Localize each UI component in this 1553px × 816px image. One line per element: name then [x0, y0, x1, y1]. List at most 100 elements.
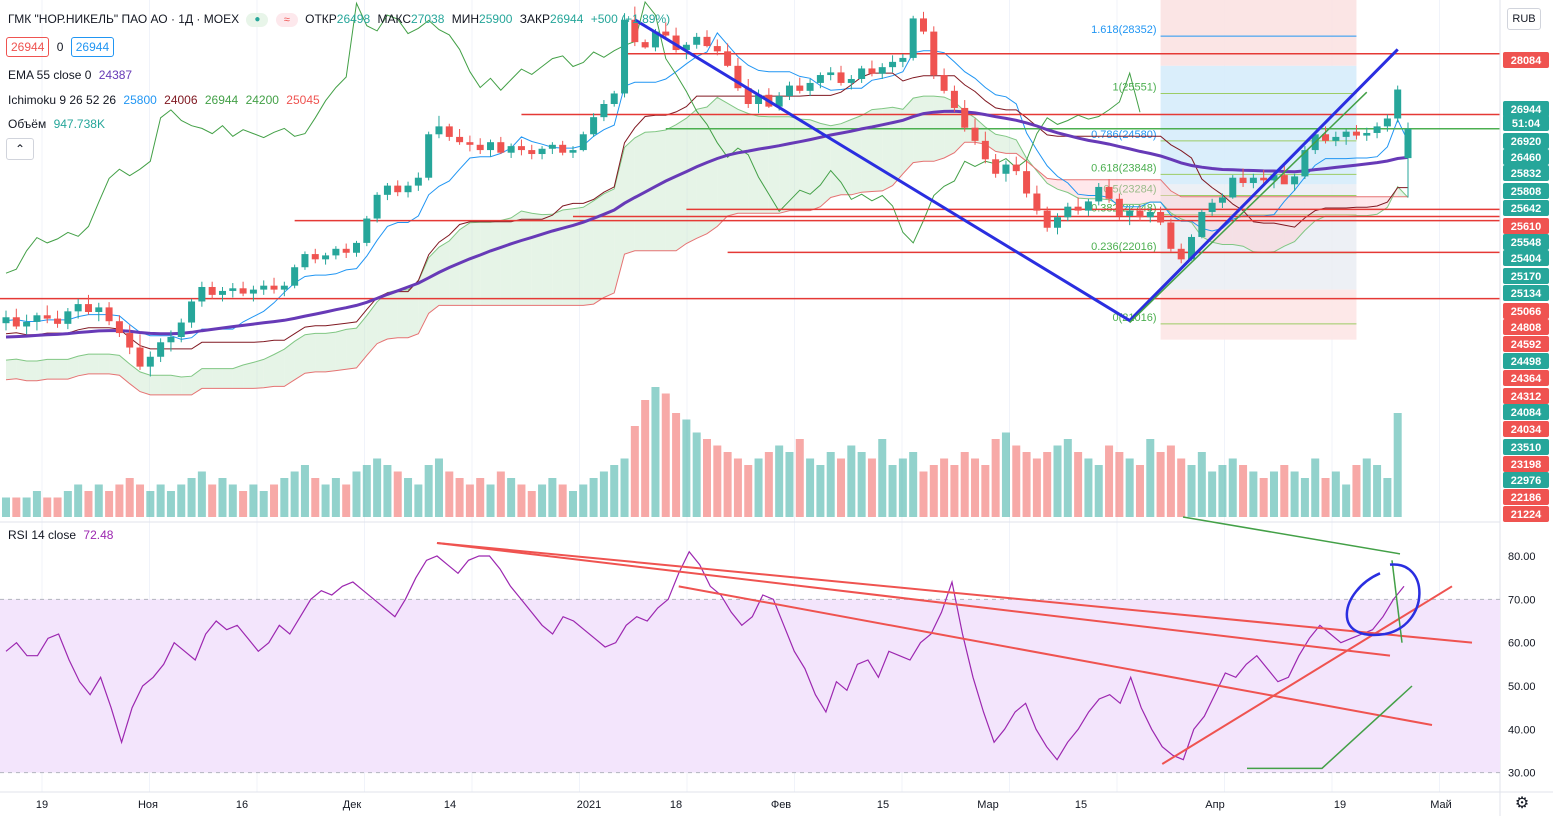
candle-body: [425, 134, 433, 178]
candle-body: [1229, 177, 1237, 198]
candle-body: [1033, 193, 1041, 211]
candle-body: [734, 65, 742, 89]
volume-bar: [496, 471, 505, 517]
candle-body: [466, 142, 474, 145]
candle-body: [899, 57, 907, 62]
rsi-trend-lines: [436, 516, 1473, 770]
cloud-segment: [129, 364, 141, 392]
trend-v-line: [634, 18, 1399, 323]
volume-bar: [311, 478, 320, 517]
cloud-segment: [603, 188, 615, 298]
candle-body: [445, 126, 453, 137]
ema-legend[interactable]: EMA 55 close 0 24387: [8, 68, 136, 82]
price-label-bg: [1503, 303, 1549, 319]
sell-button[interactable]: 26944: [6, 37, 50, 57]
volume-bar: [527, 491, 536, 517]
volume-bar: [1146, 439, 1155, 517]
candle-body: [1208, 202, 1216, 212]
candle-body: [909, 18, 917, 58]
price-label-bg: [1503, 200, 1549, 216]
ichimoku-legend[interactable]: Ichimoku 9 26 52 26 25800 24006 26944 24…: [8, 93, 324, 107]
candle-body: [43, 315, 51, 319]
cloud-segment: [1253, 196, 1264, 253]
cloud-segment: [552, 209, 563, 306]
cloud-segment: [531, 213, 543, 306]
price-label: 25548: [1511, 237, 1542, 249]
price-label: 24808: [1511, 322, 1542, 334]
cloud-segment: [181, 376, 192, 395]
price-label: 25170: [1511, 271, 1542, 283]
volume-bar: [630, 426, 639, 517]
candle-body: [961, 107, 969, 128]
rsi-trend-line: [678, 585, 1433, 726]
change-value: +500 (+1.89%): [590, 12, 671, 26]
candle-body: [1054, 217, 1061, 228]
candle-body: [249, 289, 257, 294]
volume-bar: [1269, 471, 1278, 517]
candle-body: [198, 286, 206, 302]
candle-body: [208, 286, 216, 295]
candle-body: [1126, 210, 1134, 216]
volume-bar: [1105, 445, 1114, 517]
volume-bar: [63, 491, 72, 517]
candle-body: [1383, 118, 1391, 127]
cloud-segment: [191, 368, 202, 395]
volume-bar: [806, 458, 815, 517]
volume-bar: [517, 484, 526, 517]
fib-level-label: 0.786(24580): [1091, 129, 1156, 141]
ichimoku-kijun-value: 24006: [164, 93, 198, 107]
cloud-segment: [438, 240, 450, 306]
cloud-segment: [459, 222, 470, 306]
price-scale[interactable]: 28084 26944 51:04 26920 26460 25832 25808 25642…: [1503, 52, 1549, 522]
horizontal-levels: [0, 52, 1500, 300]
candle-body: [507, 146, 515, 153]
candle-body: [878, 67, 886, 74]
time-tick-label: 14: [444, 799, 456, 811]
cloud-segment: [366, 301, 378, 356]
symbol-title[interactable]: ГМК "НОР.НИКЕЛЬ" ПАО АО · 1Д · MOEX: [8, 12, 240, 26]
collapse-legend-button[interactable]: ⌃: [6, 138, 34, 160]
candle-body: [146, 356, 154, 367]
candle-body: [373, 194, 381, 219]
volume-bar: [2, 497, 10, 517]
trend-channel-line: [1129, 91, 1368, 324]
price-label: 26460: [1511, 152, 1542, 164]
volume-bar: [1166, 445, 1175, 517]
candle-body: [1188, 236, 1196, 260]
currency-button[interactable]: RUB: [1507, 8, 1541, 30]
candle-body: [621, 19, 629, 94]
cloud-segment: [253, 359, 264, 389]
rsi-scale[interactable]: 80.00 70.00 60.00 50.00 40.00 30.00: [1508, 551, 1536, 780]
candle-body: [724, 51, 732, 66]
volume-bar: [713, 445, 722, 517]
cloud-segment: [676, 118, 687, 251]
cloud-segment: [562, 208, 573, 306]
cloud-segment: [140, 371, 151, 395]
candle-body: [1167, 222, 1175, 249]
candle-body: [590, 117, 598, 135]
volume-bar: [1249, 471, 1258, 517]
volume-value: 947.738K: [53, 117, 105, 131]
cloud-segment: [212, 368, 223, 389]
volume-legend[interactable]: Объём 947.738K: [8, 117, 109, 131]
candle-body: [84, 304, 92, 312]
trade-buttons: 26944 0 26944: [6, 37, 118, 57]
price-label: 25134: [1511, 288, 1542, 300]
candle-body: [54, 318, 62, 324]
time-scale[interactable]: 19 Ноя 16 Дек 14 2021 18 Фев 15 Мар 15 Апр 19 Май: [36, 799, 1452, 811]
cloud-segment: [88, 354, 99, 374]
volume-bar: [847, 445, 856, 517]
volume-bar: [1290, 471, 1299, 517]
buy-button[interactable]: 26944: [70, 37, 115, 57]
time-tick-label: Ноя: [138, 799, 158, 811]
cloud-segment: [98, 354, 110, 374]
cloud-segment: [707, 97, 718, 234]
candle-body: [1404, 128, 1412, 159]
gear-icon[interactable]: ⚙: [1514, 795, 1530, 812]
rsi-legend[interactable]: RSI 14 close 72.48: [8, 528, 117, 542]
candle-body: [353, 242, 360, 253]
candle-body: [229, 288, 237, 291]
candle-body: [744, 88, 752, 104]
volume-bar: [1125, 458, 1134, 517]
